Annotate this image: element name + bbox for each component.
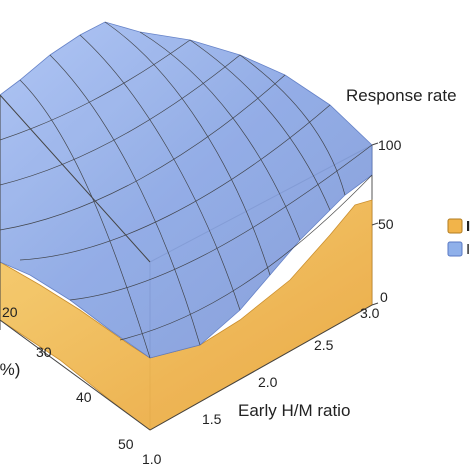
z-tick-label: 50 <box>378 216 394 232</box>
legend-label: I <box>466 241 470 258</box>
mesh-line <box>49 54 201 346</box>
x-tick-label: 1.0 <box>142 451 162 467</box>
legend-label: I <box>466 218 470 235</box>
x-axis-label: Early H/M ratio <box>238 401 350 420</box>
mesh-line <box>69 144 373 301</box>
mesh-line <box>0 39 191 141</box>
z-tick-label: 100 <box>378 137 402 153</box>
x-tick-label: 2.5 <box>314 337 334 353</box>
y-tick-label: 40 <box>76 389 92 405</box>
x-tick-label: 1.5 <box>202 411 222 427</box>
surface-mesh <box>0 21 373 359</box>
blue-surface <box>0 21 373 359</box>
x-axis: 1.0 1.5 2.0 2.5 3.0 Early H/M ratio <box>142 304 380 467</box>
z-tick-label: 0 <box>380 289 388 305</box>
mesh-line <box>119 174 373 341</box>
mesh-line <box>239 54 346 196</box>
y-axis: 20 30 40 50 (%) <box>0 304 134 452</box>
x-tick-label: 2.0 <box>258 374 278 390</box>
x-tick-label: 3.0 <box>360 305 380 321</box>
legend: I I <box>447 218 470 258</box>
mesh-line <box>19 104 331 261</box>
bounding-box-front <box>0 94 151 431</box>
y-tick-label: 30 <box>36 344 52 360</box>
mesh-line <box>19 79 151 359</box>
legend-swatch-blue <box>447 241 463 257</box>
mesh-line <box>104 21 271 276</box>
mesh-line <box>0 54 241 186</box>
y-axis-label-fragment: (%) <box>0 360 20 379</box>
y-tick-label: 20 <box>2 304 18 320</box>
z-axis-label: Response rate <box>346 86 457 105</box>
orange-surface <box>0 199 373 431</box>
mesh-line <box>0 74 286 231</box>
z-axis: 100 50 0 Response rate <box>346 86 457 306</box>
mesh-line <box>79 34 241 311</box>
y-tick-label: 50 <box>118 436 134 452</box>
legend-swatch-orange <box>447 218 463 234</box>
